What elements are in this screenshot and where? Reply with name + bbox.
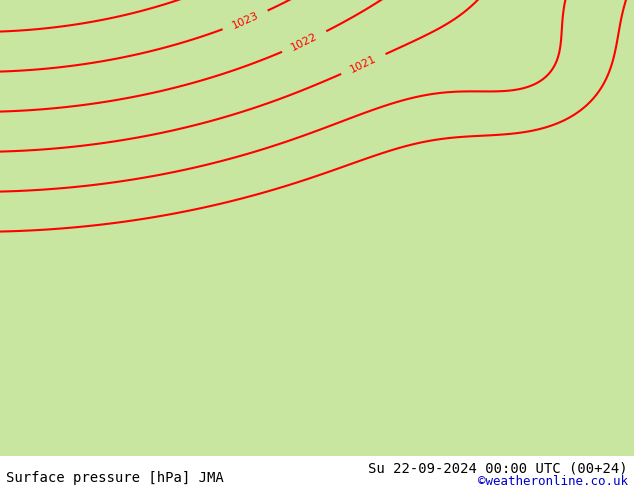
Text: 1022: 1022 [290,31,320,52]
Text: 1023: 1023 [230,10,260,30]
Text: Surface pressure [hPa] JMA: Surface pressure [hPa] JMA [6,471,224,485]
Text: ©weatheronline.co.uk: ©weatheronline.co.uk [477,474,628,488]
Text: 1021: 1021 [349,53,378,74]
Text: Su 22-09-2024 00:00 UTC (00+24): Su 22-09-2024 00:00 UTC (00+24) [368,461,628,475]
